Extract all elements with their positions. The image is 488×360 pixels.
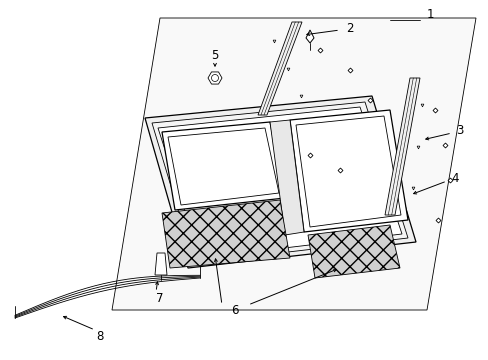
Polygon shape: [162, 200, 289, 268]
Text: 3: 3: [455, 123, 463, 136]
Polygon shape: [162, 122, 285, 210]
Polygon shape: [207, 72, 222, 84]
Polygon shape: [168, 128, 279, 205]
Polygon shape: [295, 116, 400, 227]
Text: 5: 5: [211, 49, 218, 62]
Polygon shape: [145, 96, 415, 268]
Text: 4: 4: [450, 171, 458, 185]
Polygon shape: [289, 110, 407, 232]
Text: 7: 7: [156, 292, 163, 305]
Polygon shape: [158, 107, 401, 258]
Text: 6: 6: [231, 303, 238, 316]
Polygon shape: [269, 120, 304, 235]
Polygon shape: [307, 225, 399, 278]
Text: 8: 8: [96, 330, 103, 343]
Polygon shape: [305, 30, 313, 43]
Polygon shape: [152, 102, 407, 263]
Polygon shape: [258, 22, 302, 115]
Polygon shape: [384, 78, 419, 215]
Polygon shape: [112, 18, 475, 310]
Polygon shape: [155, 253, 167, 275]
Text: 2: 2: [346, 22, 353, 35]
Text: 1: 1: [426, 8, 433, 21]
